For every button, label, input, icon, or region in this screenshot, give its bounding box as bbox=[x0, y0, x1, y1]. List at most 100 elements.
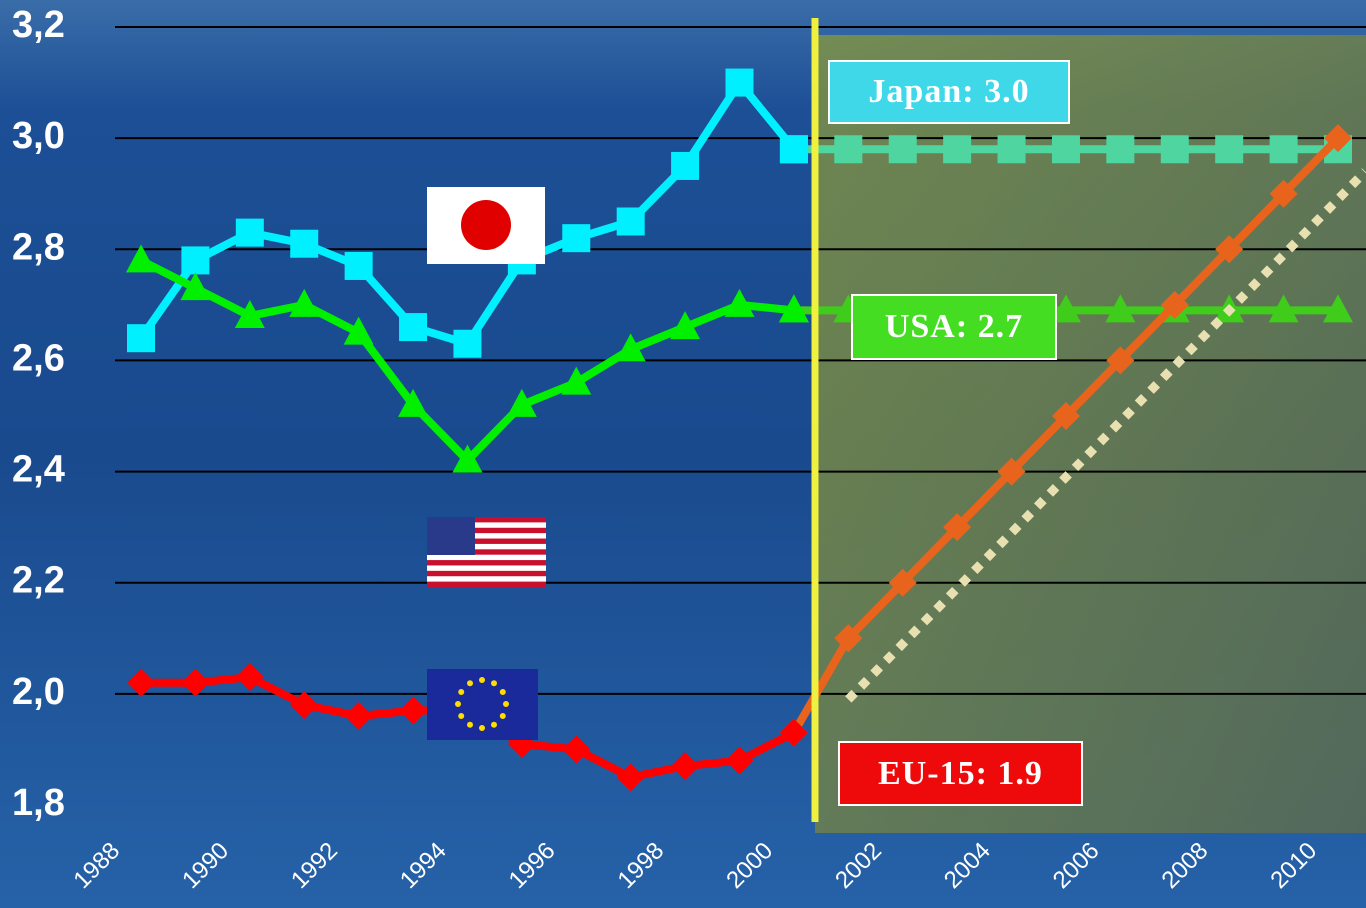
marker bbox=[1051, 402, 1080, 430]
flag-usa bbox=[427, 517, 546, 587]
marker bbox=[1050, 294, 1081, 323]
flag-eu bbox=[427, 669, 538, 740]
x-tick-label: 1990 bbox=[177, 837, 234, 894]
marker bbox=[562, 224, 591, 253]
marker bbox=[1160, 135, 1189, 164]
x-tick-label: 1988 bbox=[68, 837, 125, 894]
marker bbox=[1323, 294, 1353, 323]
marker bbox=[235, 663, 264, 692]
flag-star bbox=[491, 721, 497, 728]
x-tick-label: 2010 bbox=[1265, 837, 1322, 894]
flag-stripe bbox=[427, 517, 546, 523]
flag-canton bbox=[427, 517, 475, 555]
marker bbox=[671, 752, 700, 781]
flag-star bbox=[467, 680, 473, 687]
flag-star bbox=[491, 680, 497, 687]
flag-star bbox=[499, 689, 506, 695]
marker bbox=[615, 333, 646, 362]
marker bbox=[725, 746, 754, 775]
annotation-eu: EU-15: 1.9 bbox=[838, 741, 1083, 806]
x-tick-label: 2006 bbox=[1048, 837, 1105, 894]
marker bbox=[888, 135, 917, 164]
marker bbox=[1268, 294, 1299, 323]
y-tick-label: 2,8 bbox=[12, 226, 65, 268]
marker bbox=[398, 388, 429, 417]
marker bbox=[181, 668, 210, 697]
flag-stripe bbox=[427, 581, 546, 587]
y-tick-label: 2,0 bbox=[12, 671, 65, 713]
marker bbox=[234, 299, 265, 328]
marker bbox=[126, 244, 156, 273]
y-tick-label: 2,2 bbox=[12, 560, 65, 602]
flag-star bbox=[499, 713, 506, 719]
marker bbox=[834, 624, 863, 653]
flag-star bbox=[479, 677, 485, 683]
marker bbox=[1160, 290, 1189, 319]
flag-star bbox=[458, 713, 465, 719]
marker bbox=[997, 457, 1026, 486]
marker bbox=[779, 718, 808, 747]
flag-stripe bbox=[427, 527, 546, 534]
marker bbox=[506, 388, 537, 417]
projection-area bbox=[815, 35, 1366, 833]
marker bbox=[1215, 235, 1244, 264]
marker bbox=[399, 313, 428, 342]
flag-stripe bbox=[427, 549, 546, 555]
x-tick-label: 1998 bbox=[612, 837, 669, 894]
marker bbox=[778, 294, 809, 323]
marker bbox=[671, 151, 700, 180]
marker bbox=[453, 329, 482, 358]
y-tick-label: 3,2 bbox=[12, 4, 65, 46]
annotation-usa: USA: 2.7 bbox=[851, 294, 1057, 360]
flag-star bbox=[458, 689, 465, 695]
marker bbox=[1105, 294, 1136, 323]
x-tick-label: 1996 bbox=[504, 837, 561, 894]
marker bbox=[289, 288, 320, 317]
x-tick-label: 2008 bbox=[1157, 837, 1214, 894]
marker bbox=[670, 311, 701, 340]
marker bbox=[1269, 135, 1298, 164]
marker bbox=[1324, 124, 1352, 153]
x-tick-label: 1994 bbox=[395, 837, 452, 894]
flag-star bbox=[479, 725, 485, 731]
marker bbox=[452, 444, 483, 473]
marker bbox=[343, 316, 374, 345]
flag-stripe bbox=[427, 560, 546, 566]
marker bbox=[561, 366, 592, 395]
flag-stripe bbox=[427, 570, 546, 577]
marker bbox=[344, 251, 373, 280]
marker bbox=[943, 513, 972, 542]
marker bbox=[779, 135, 808, 164]
y-tick-label: 2,6 bbox=[12, 337, 65, 379]
marker bbox=[180, 272, 211, 301]
marker bbox=[127, 324, 155, 353]
marker bbox=[290, 690, 319, 719]
marker bbox=[1215, 135, 1244, 164]
marker bbox=[888, 568, 917, 597]
x-tick-label: 2004 bbox=[939, 837, 996, 894]
x-tick-label: 2002 bbox=[830, 837, 887, 894]
marker bbox=[344, 702, 373, 731]
marker bbox=[943, 135, 972, 164]
marker bbox=[290, 229, 319, 258]
y-tick-label: 1,8 bbox=[12, 782, 65, 824]
marker bbox=[562, 735, 591, 764]
y-tick-label: 2,4 bbox=[12, 449, 65, 491]
y-tick-label: 3,0 bbox=[12, 115, 65, 157]
marker bbox=[399, 696, 428, 725]
flag-star bbox=[455, 701, 461, 707]
marker bbox=[616, 763, 645, 792]
flag-stripe bbox=[427, 538, 546, 544]
trend-line bbox=[845, 168, 1366, 703]
marker bbox=[127, 668, 155, 697]
x-tick-label: 1992 bbox=[286, 837, 343, 894]
marker bbox=[997, 135, 1026, 164]
marker bbox=[834, 135, 863, 164]
flag-japan bbox=[427, 187, 545, 264]
marker bbox=[616, 207, 645, 236]
marker bbox=[1106, 346, 1135, 375]
marker bbox=[235, 218, 264, 247]
flag-star bbox=[503, 701, 509, 707]
